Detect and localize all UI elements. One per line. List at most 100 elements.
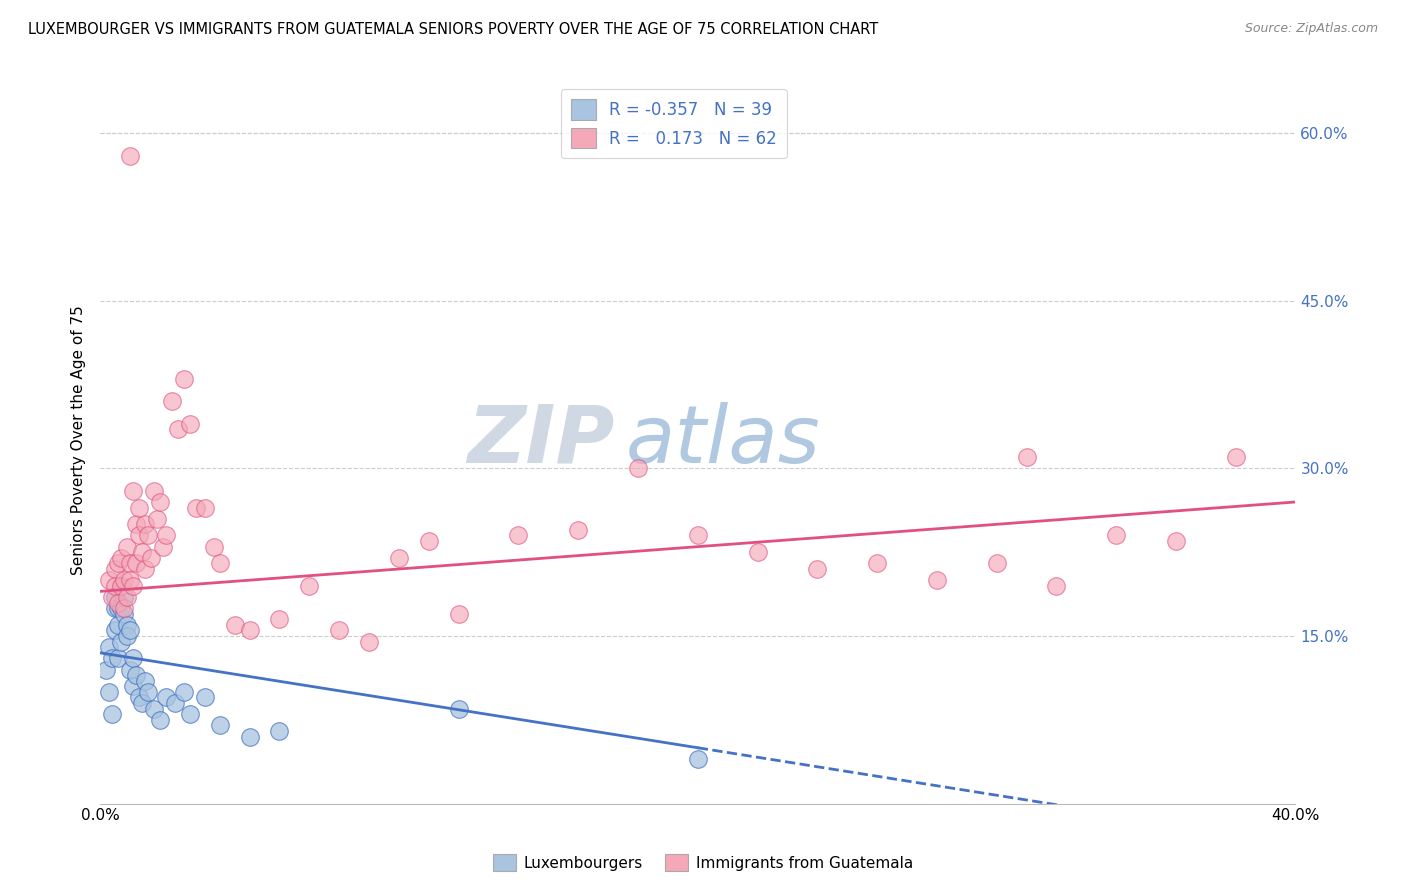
Point [134,517,156,532]
Point [418,534,440,549]
Point [686,752,709,766]
Point [388,550,411,565]
Point [866,557,889,571]
Point [101,651,124,665]
Point [298,579,321,593]
Point [118,573,141,587]
Point [134,673,156,688]
Point [806,562,828,576]
Point [359,634,381,648]
Point [269,612,291,626]
Text: ZIP: ZIP [467,401,614,480]
Point [328,624,350,638]
Point [128,528,150,542]
Point [152,540,174,554]
Point [173,372,195,386]
Point [160,394,183,409]
Point [1105,528,1128,542]
Point [118,663,141,677]
Point [101,707,124,722]
Point [1015,450,1038,465]
Point [128,690,150,705]
Point [122,651,145,665]
Point [128,500,150,515]
Point [125,557,148,571]
Point [107,595,129,609]
Point [146,512,169,526]
Point [269,724,291,739]
Point [104,590,127,604]
Legend: Luxembourgers, Immigrants from Guatemala: Luxembourgers, Immigrants from Guatemala [486,848,920,877]
Point [98,685,121,699]
Point [224,618,246,632]
Point [134,562,156,576]
Point [112,573,135,587]
Point [136,685,159,699]
Point [447,607,470,621]
Point [166,422,188,436]
Point [131,545,153,559]
Point [173,685,195,699]
Point [112,590,135,604]
Point [149,713,172,727]
Point [115,590,138,604]
Point [986,557,1008,571]
Point [98,640,121,655]
Text: LUXEMBOURGER VS IMMIGRANTS FROM GUATEMALA SENIORS POVERTY OVER THE AGE OF 75 COR: LUXEMBOURGER VS IMMIGRANTS FROM GUATEMAL… [28,22,879,37]
Point [104,624,127,638]
Point [125,517,148,532]
Point [104,562,127,576]
Point [115,629,138,643]
Point [115,540,138,554]
Point [118,557,141,571]
Text: Source: ZipAtlas.com: Source: ZipAtlas.com [1244,22,1378,36]
Point [112,601,135,615]
Point [627,461,650,475]
Point [238,624,260,638]
Point [179,707,201,722]
Point [112,607,135,621]
Point [122,483,145,498]
Point [107,651,129,665]
Point [122,579,145,593]
Point [107,618,129,632]
Point [208,557,231,571]
Point [179,417,201,431]
Point [238,730,260,744]
Point [110,579,132,593]
Point [202,540,225,554]
Point [1164,534,1187,549]
Point [155,528,177,542]
Point [110,601,132,615]
Point [194,500,217,515]
Point [101,590,124,604]
Text: atlas: atlas [626,401,821,480]
Point [104,579,127,593]
Point [447,701,470,715]
Point [208,718,231,732]
Point [747,545,769,559]
Y-axis label: Seniors Poverty Over the Age of 75: Seniors Poverty Over the Age of 75 [72,306,86,575]
Point [115,618,138,632]
Point [122,679,145,693]
Point [139,550,162,565]
Point [1225,450,1247,465]
Point [163,696,186,710]
Point [104,601,127,615]
Point [142,701,165,715]
Point [1045,579,1067,593]
Point [118,148,141,162]
Point [686,528,709,542]
Point [110,579,132,593]
Point [131,696,153,710]
Point [125,668,148,682]
Point [110,634,132,648]
Point [149,495,172,509]
Point [925,573,948,587]
Point [118,624,141,638]
Point [136,528,159,542]
Point [567,523,589,537]
Point [184,500,207,515]
Point [155,690,177,705]
Point [508,528,530,542]
